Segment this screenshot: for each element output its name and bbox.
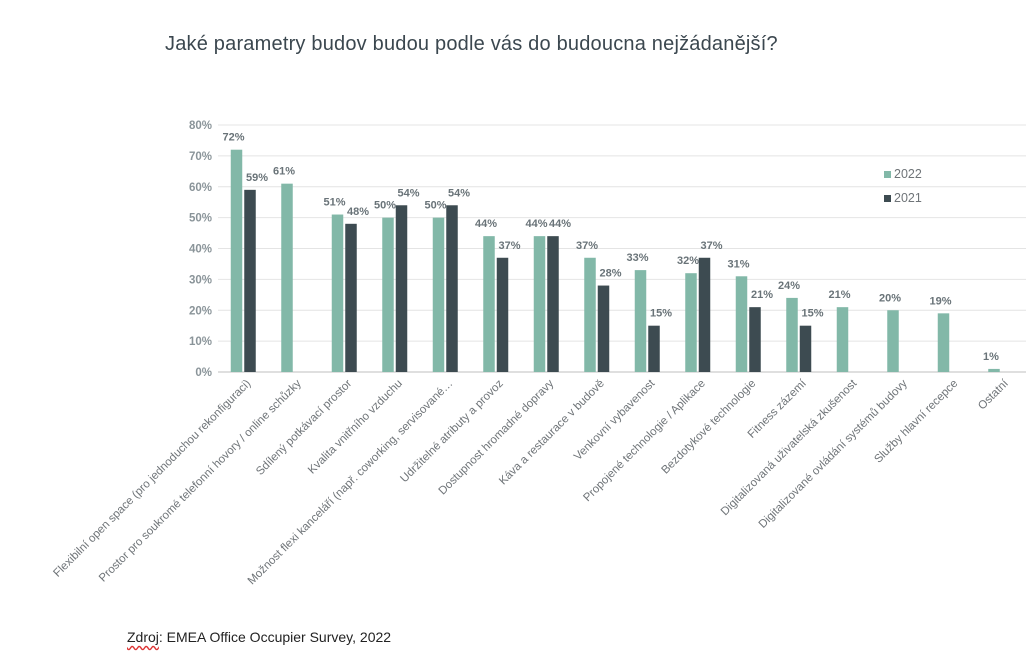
x-tick-label: Káva a restaurace v budově xyxy=(497,378,607,488)
data-label-2022: 1% xyxy=(983,351,999,363)
bar-2022 xyxy=(382,217,394,372)
bars xyxy=(230,149,1000,372)
legend-label-2022: 2022 xyxy=(894,167,922,181)
bar-2022 xyxy=(584,257,596,372)
data-label-2021: 54% xyxy=(397,187,419,199)
data-label-2022: 51% xyxy=(323,197,345,209)
data-label-2022: 32% xyxy=(677,255,699,267)
legend-label-2021: 2021 xyxy=(894,191,922,205)
data-label-2022: 61% xyxy=(273,166,295,178)
y-tick-label: 50% xyxy=(189,213,212,225)
bar-2022 xyxy=(786,297,798,372)
data-labels: 72%59%61%51%48%50%54%50%54%44%37%44% 44%3… xyxy=(222,132,999,363)
legend-swatch-2021 xyxy=(884,195,891,202)
x-tick-label: Flexibilní open space (pro jednoduchou r… xyxy=(51,378,253,580)
data-label-2021: 15% xyxy=(650,308,672,320)
x-tick-label: Sdílený potkávací prostor xyxy=(254,378,354,478)
data-label-2021: 37% xyxy=(700,240,722,252)
bar-2021 xyxy=(698,257,711,372)
y-tick-label: 80% xyxy=(189,120,212,132)
data-label-2021: 28% xyxy=(599,268,621,280)
data-label-2021: 48% xyxy=(347,206,369,218)
bar-2021 xyxy=(244,189,256,372)
data-label-2022: 21% xyxy=(828,289,850,301)
bar-2022 xyxy=(331,214,344,372)
bar-2022 xyxy=(483,236,495,372)
data-label-2021: 21% xyxy=(751,289,773,301)
data-label-2022: 44% xyxy=(525,218,547,230)
data-label-2021: 37% xyxy=(498,240,520,252)
legend-swatch-2022 xyxy=(884,171,891,178)
bar-2022 xyxy=(230,149,243,372)
bar-2021 xyxy=(345,223,357,372)
legend: 2022 2021 xyxy=(884,167,922,205)
bar-2021 xyxy=(648,325,660,372)
bar-2022 xyxy=(937,313,950,372)
chart-title: Jaké parametry budov budou podle vás do … xyxy=(165,33,778,55)
bar-2022 xyxy=(735,276,748,372)
x-tick-label: Udržitelné atributy a provoz xyxy=(398,377,506,485)
x-tick-label: Ostatní xyxy=(976,377,1011,412)
y-tick-label: 0% xyxy=(195,367,212,379)
x-tick-label: Služby hlavní recepce xyxy=(872,378,960,466)
bar-2022 xyxy=(887,310,899,372)
source-note: Zdroj: EMEA Office Occupier Survey, 2022 xyxy=(127,629,391,645)
source-text: : EMEA Office Occupier Survey, 2022 xyxy=(158,629,392,645)
x-axis-labels: Flexibilní open space (pro jednoduchou r… xyxy=(51,377,1011,587)
data-label-2022: 20% xyxy=(879,292,901,304)
data-label-2022: 24% xyxy=(778,280,800,292)
bar-2021 xyxy=(749,307,761,372)
data-label-2021: 15% xyxy=(801,308,823,320)
y-tick-label: 60% xyxy=(189,182,212,194)
bar-2021 xyxy=(395,205,408,372)
y-tick-label: 10% xyxy=(189,336,212,348)
y-tick-label: 20% xyxy=(189,305,212,317)
data-label-2022: 31% xyxy=(727,258,749,270)
bar-2022 xyxy=(432,217,445,372)
y-tick-label: 30% xyxy=(189,274,212,286)
data-label-2021: 54% xyxy=(448,187,470,199)
data-label-2022: 50% xyxy=(374,200,396,212)
y-tick-label: 40% xyxy=(189,244,212,256)
data-label-2022: 44% xyxy=(475,218,497,230)
bar-2022 xyxy=(634,270,647,372)
source-prefix: Zdroj xyxy=(127,629,159,645)
x-tick-label: Kvalita vnitřního vzduchu xyxy=(306,378,405,477)
data-label-2022: 72% xyxy=(222,132,244,144)
bar-2021 xyxy=(547,236,559,372)
bar-2022 xyxy=(685,273,697,372)
bar-2022 xyxy=(836,307,849,372)
data-label-2022: 33% xyxy=(626,252,648,264)
bar-2021 xyxy=(597,285,610,372)
data-label-2022: 19% xyxy=(929,295,951,307)
y-axis-ticks: 0% 10% 20% 30% 40% 50% 60% 70% 80% xyxy=(189,120,212,379)
bar-2021 xyxy=(496,257,509,372)
bar-2021 xyxy=(799,325,812,372)
bar-2022 xyxy=(988,368,1000,372)
bar-2022 xyxy=(281,183,293,372)
bar-2021 xyxy=(446,205,458,372)
data-label-2022: 37% xyxy=(576,240,598,252)
data-label-2021: 59% xyxy=(246,172,268,184)
data-label-2022: 50% xyxy=(424,200,446,212)
bar-2022 xyxy=(533,236,546,372)
x-tick-label: Bezdotykové technologie xyxy=(659,378,758,477)
data-label-2021: 44% xyxy=(549,218,571,230)
y-tick-label: 70% xyxy=(189,151,212,163)
